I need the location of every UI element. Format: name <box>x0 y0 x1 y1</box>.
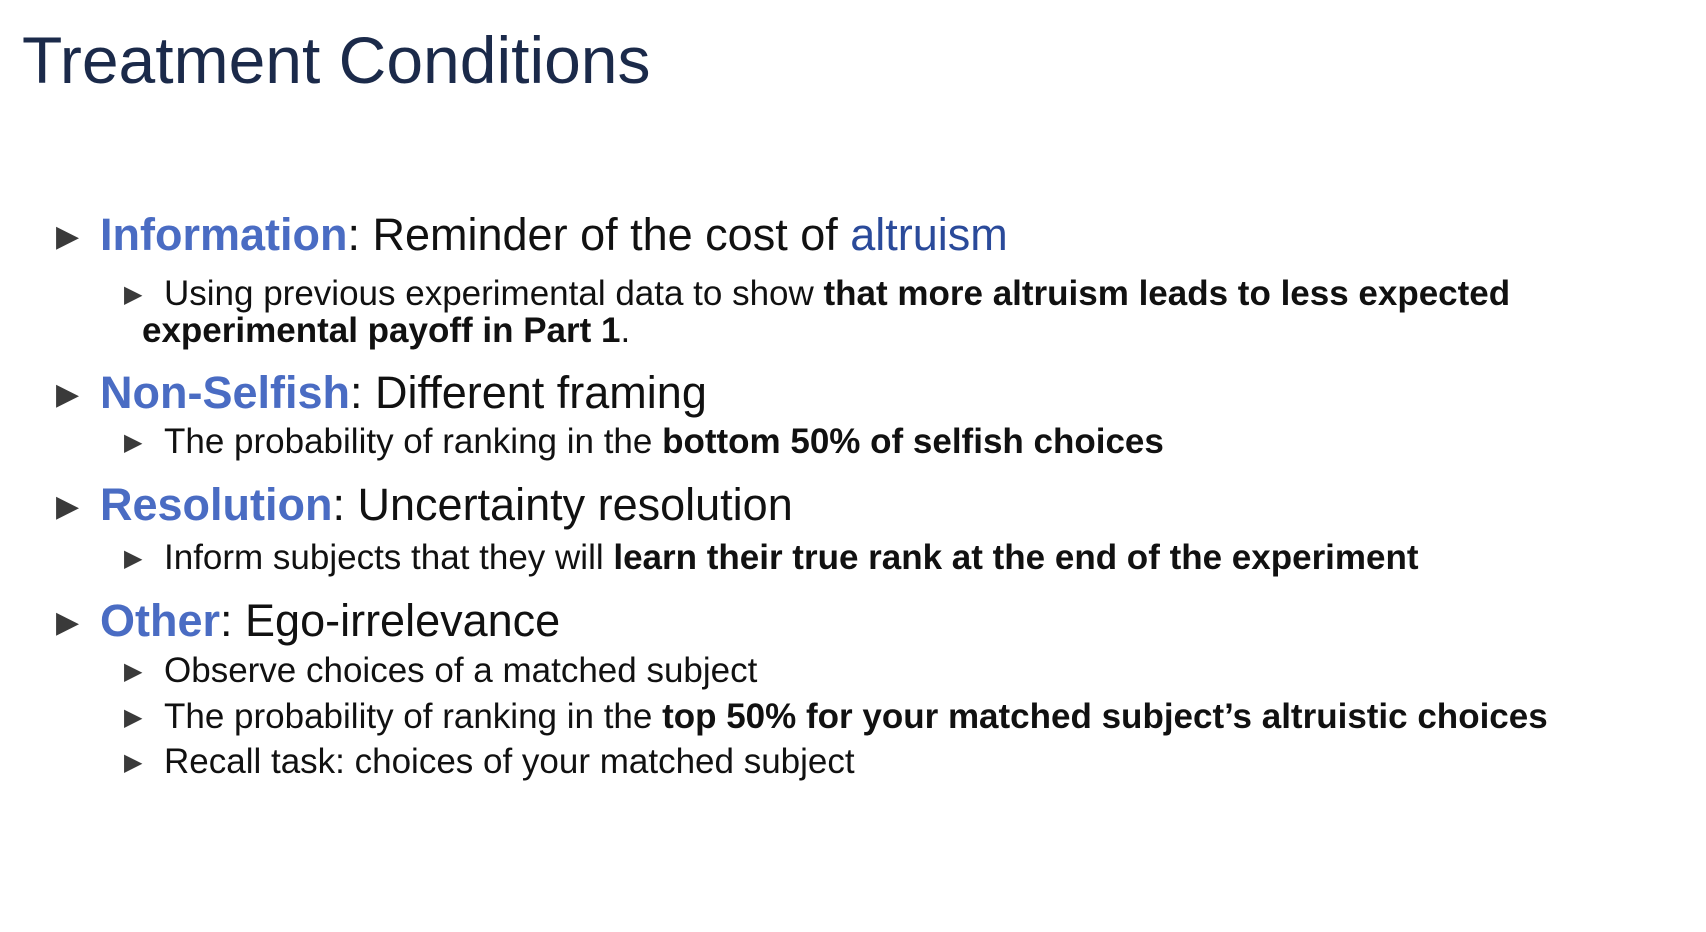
bullet-other: ▶ Other: Ego-irrelevance <box>56 594 560 650</box>
bullet-keyword: Resolution <box>100 479 333 530</box>
bullet-accent-word: altruism <box>850 209 1008 260</box>
sub-bullet-text: Observe choices of a matched subject <box>164 651 758 690</box>
sub-bullet-resolution-1: ▶ Inform subjects that they will learn th… <box>124 537 1419 580</box>
bullet-arrow-icon: ▶ <box>56 220 80 253</box>
bullet-keyword: Non-Selfish <box>100 367 351 418</box>
bullet-arrow-icon: ▶ <box>56 490 80 523</box>
bullet-separator: : <box>220 595 246 646</box>
slide-title: Treatment Conditions <box>22 23 651 97</box>
sub-bullet-information-1: ▶ Using previous experimental data to sho… <box>124 273 1510 316</box>
bullet-information: ▶ Information: Reminder of the cost of al… <box>56 208 1008 264</box>
sub-bullet-bold-text: learn their true rank at the end of the … <box>613 538 1419 577</box>
bullet-separator: : <box>347 209 373 260</box>
bullet-separator: : <box>350 367 376 418</box>
bullet-non-selfish: ▶ Non-Selfish: Different framing <box>56 366 707 422</box>
bullet-resolution: ▶ Resolution: Uncertainty resolution <box>56 478 793 534</box>
sub-bullet-text: Using previous experimental data to show <box>164 274 824 313</box>
sub-bullet-tail: . <box>620 311 631 350</box>
bullet-keyword: Information <box>100 209 348 260</box>
sub-bullet-arrow-icon: ▶ <box>124 749 143 776</box>
sub-bullet-text: Inform subjects that they will <box>164 538 614 577</box>
sub-bullet-arrow-icon: ▶ <box>124 658 143 685</box>
bullet-arrow-icon: ▶ <box>56 378 80 411</box>
sub-bullet-bold-text: bottom 50% of selfish choices <box>662 422 1164 461</box>
sub-bullet-arrow-icon: ▶ <box>124 429 143 456</box>
sub-bullet-other-2: ▶ The probability of ranking in the top 5… <box>124 696 1548 739</box>
bullet-text: Uncertainty resolution <box>357 479 793 530</box>
sub-bullet-other-3: ▶ Recall task: choices of your matched su… <box>124 741 855 784</box>
bullet-text: Different framing <box>375 367 707 418</box>
sub-bullet-bold-text-continued: experimental payoff in Part 1 <box>142 311 621 350</box>
sub-bullet-text: Recall task: choices of your matched sub… <box>164 742 855 781</box>
bullet-text: Ego-irrelevance <box>245 595 561 646</box>
sub-bullet-text: The probability of ranking in the <box>164 422 663 461</box>
bullet-keyword: Other <box>100 595 221 646</box>
sub-bullet-non-selfish-1: ▶ The probability of ranking in the botto… <box>124 421 1164 464</box>
sub-bullet-other-1: ▶ Observe choices of a matched subject <box>124 650 757 693</box>
sub-bullet-arrow-icon: ▶ <box>124 545 143 572</box>
sub-bullet-arrow-icon: ▶ <box>124 281 143 308</box>
sub-bullet-bold-text: top 50% for your matched subject’s altru… <box>662 697 1548 736</box>
bullet-arrow-icon: ▶ <box>56 606 80 639</box>
sub-bullet-text: The probability of ranking in the <box>164 697 663 736</box>
bullet-text: Reminder of the cost of <box>372 209 851 260</box>
sub-bullet-arrow-icon: ▶ <box>124 704 143 731</box>
sub-bullet-information-1-continued: experimental payoff in Part 1. <box>142 310 630 352</box>
bullet-separator: : <box>332 479 358 530</box>
sub-bullet-bold-text: that more altruism leads to less expecte… <box>823 274 1511 313</box>
